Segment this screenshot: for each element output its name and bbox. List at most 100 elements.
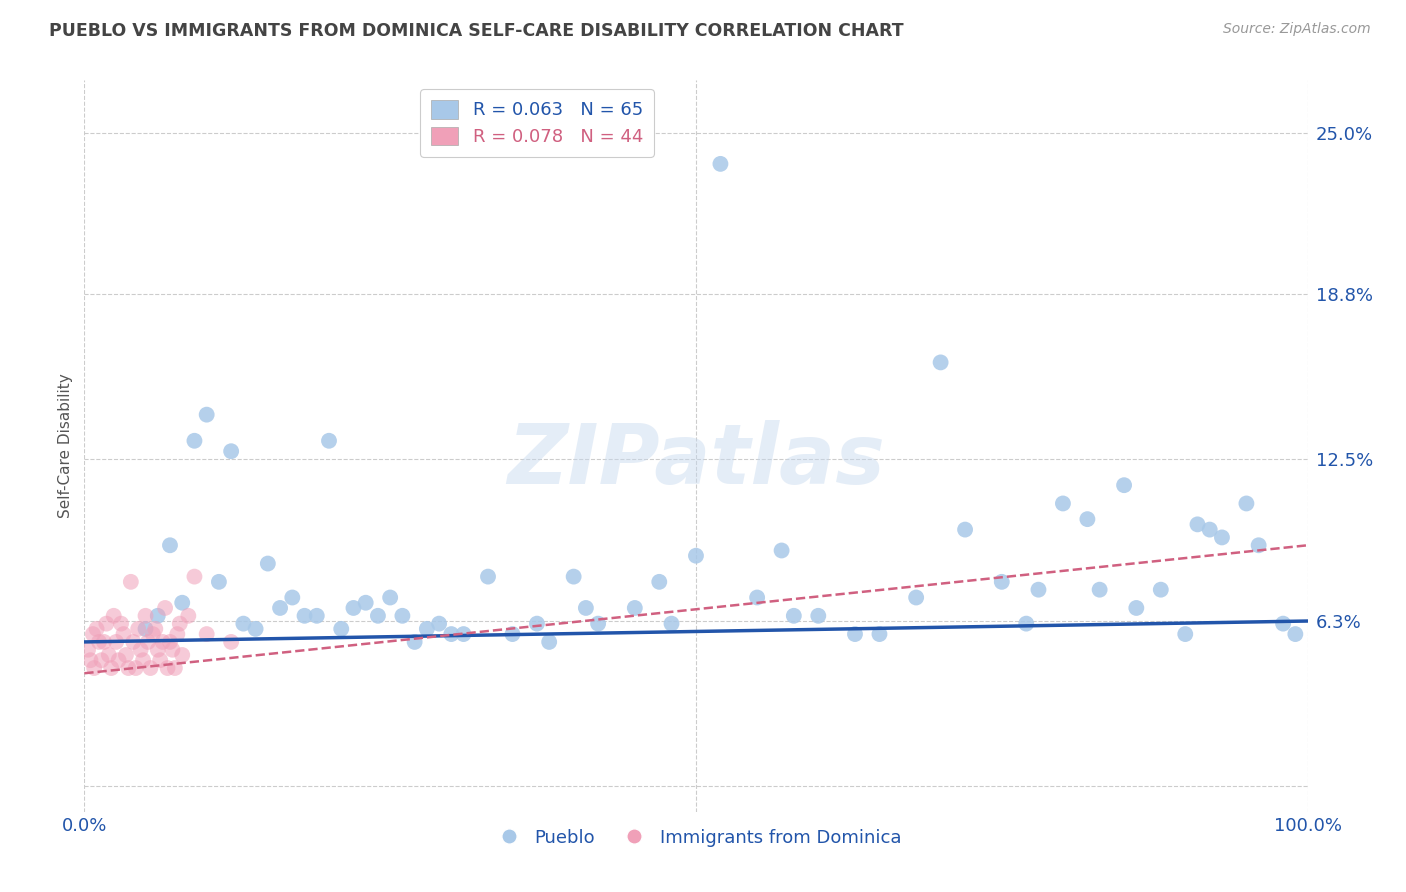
Point [245, 622, 267, 636]
Point [115, 648, 138, 662]
Point [367, 608, 389, 623]
Point [110, 616, 132, 631]
Point [1236, 496, 1258, 510]
Point [562, 569, 585, 583]
Point [1272, 616, 1295, 631]
Point [132, 653, 155, 667]
Point [575, 601, 598, 615]
Point [232, 616, 254, 631]
Point [93, 635, 115, 649]
Point [77, 642, 100, 657]
Point [354, 596, 377, 610]
Point [172, 596, 194, 610]
Point [169, 616, 191, 631]
Point [783, 608, 806, 623]
Point [869, 627, 891, 641]
Point [502, 627, 524, 641]
Point [166, 627, 188, 641]
Point [135, 608, 157, 623]
Point [257, 557, 280, 571]
Point [172, 648, 194, 662]
Point [281, 591, 304, 605]
Point [219, 444, 242, 458]
Point [380, 591, 402, 605]
Point [1174, 627, 1197, 641]
Point [404, 635, 426, 649]
Point [929, 355, 952, 369]
Legend: Pueblo, Immigrants from Dominica: Pueblo, Immigrants from Dominica [484, 822, 908, 854]
Point [953, 523, 976, 537]
Point [139, 661, 162, 675]
Point [125, 661, 148, 675]
Point [1125, 601, 1147, 615]
Point [1114, 478, 1136, 492]
Point [86, 622, 108, 636]
Point [107, 653, 129, 667]
Point [1088, 582, 1111, 597]
Point [90, 653, 112, 667]
Point [120, 574, 142, 589]
Point [269, 601, 291, 615]
Point [87, 635, 110, 649]
Point [135, 622, 157, 636]
Point [1187, 517, 1209, 532]
Point [105, 635, 128, 649]
Point [844, 627, 866, 641]
Point [162, 642, 184, 657]
Point [538, 635, 561, 649]
Point [195, 408, 218, 422]
Text: ZIPatlas: ZIPatlas [508, 420, 884, 501]
Point [183, 434, 205, 448]
Point [807, 608, 830, 623]
Point [177, 608, 200, 623]
Point [219, 635, 242, 649]
Text: Source: ZipAtlas.com: Source: ZipAtlas.com [1223, 22, 1371, 37]
Point [318, 434, 340, 448]
Point [136, 635, 159, 649]
Point [1211, 530, 1233, 544]
Point [1284, 627, 1306, 641]
Point [747, 591, 769, 605]
Point [163, 661, 186, 675]
Point [770, 543, 793, 558]
Point [294, 608, 316, 623]
Point [342, 601, 364, 615]
Point [142, 627, 165, 641]
Point [991, 574, 1014, 589]
Point [195, 627, 218, 641]
Point [624, 601, 647, 615]
Point [1015, 616, 1038, 631]
Point [427, 616, 450, 631]
Point [153, 601, 176, 615]
Point [96, 616, 118, 631]
Point [79, 653, 101, 667]
Point [122, 635, 145, 649]
Point [648, 574, 671, 589]
Point [152, 635, 174, 649]
Point [183, 569, 205, 583]
Point [1247, 538, 1270, 552]
Point [208, 574, 231, 589]
Text: PUEBLO VS IMMIGRANTS FROM DOMINICA SELF-CARE DISABILITY CORRELATION CHART: PUEBLO VS IMMIGRANTS FROM DOMINICA SELF-… [49, 22, 904, 40]
Point [159, 635, 181, 649]
Point [143, 622, 166, 636]
Point [1198, 523, 1220, 537]
Point [146, 642, 169, 657]
Point [1076, 512, 1098, 526]
Point [330, 622, 353, 636]
Point [127, 622, 149, 636]
Point [685, 549, 707, 563]
Point [305, 608, 328, 623]
Point [1052, 496, 1074, 510]
Point [1028, 582, 1050, 597]
Point [477, 569, 499, 583]
Point [416, 622, 439, 636]
Point [149, 653, 172, 667]
Point [129, 642, 152, 657]
Point [112, 627, 135, 641]
Point [586, 616, 609, 631]
Point [97, 648, 120, 662]
Point [709, 157, 731, 171]
Point [146, 608, 169, 623]
Point [103, 608, 125, 623]
